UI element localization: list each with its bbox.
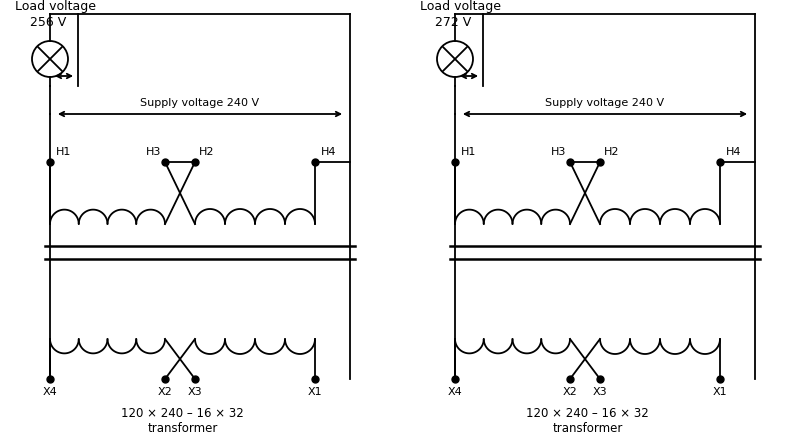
Text: H4: H4 [321,147,337,157]
Text: X4: X4 [42,387,58,397]
Text: H2: H2 [604,147,619,157]
Text: Supply voltage 240 V: Supply voltage 240 V [546,98,665,108]
Text: H1: H1 [56,147,71,157]
Text: 120 × 240 – 16 × 32
transformer: 120 × 240 – 16 × 32 transformer [121,407,244,434]
Text: X4: X4 [448,387,462,397]
Text: X2: X2 [562,387,578,397]
Text: H3: H3 [146,147,161,157]
Text: 256 V: 256 V [30,16,66,29]
Text: Load voltage: Load voltage [420,0,501,13]
Text: Load voltage: Load voltage [15,0,96,13]
Text: X1: X1 [308,387,322,397]
Text: Supply voltage 240 V: Supply voltage 240 V [141,98,259,108]
Text: H2: H2 [199,147,214,157]
Text: X3: X3 [188,387,202,397]
Text: X3: X3 [593,387,607,397]
Text: 272 V: 272 V [435,16,471,29]
Text: H1: H1 [461,147,476,157]
Text: H3: H3 [550,147,566,157]
Text: X2: X2 [158,387,172,397]
Text: X1: X1 [713,387,727,397]
Text: H4: H4 [726,147,742,157]
Text: 120 × 240 – 16 × 32
transformer: 120 × 240 – 16 × 32 transformer [526,407,649,434]
